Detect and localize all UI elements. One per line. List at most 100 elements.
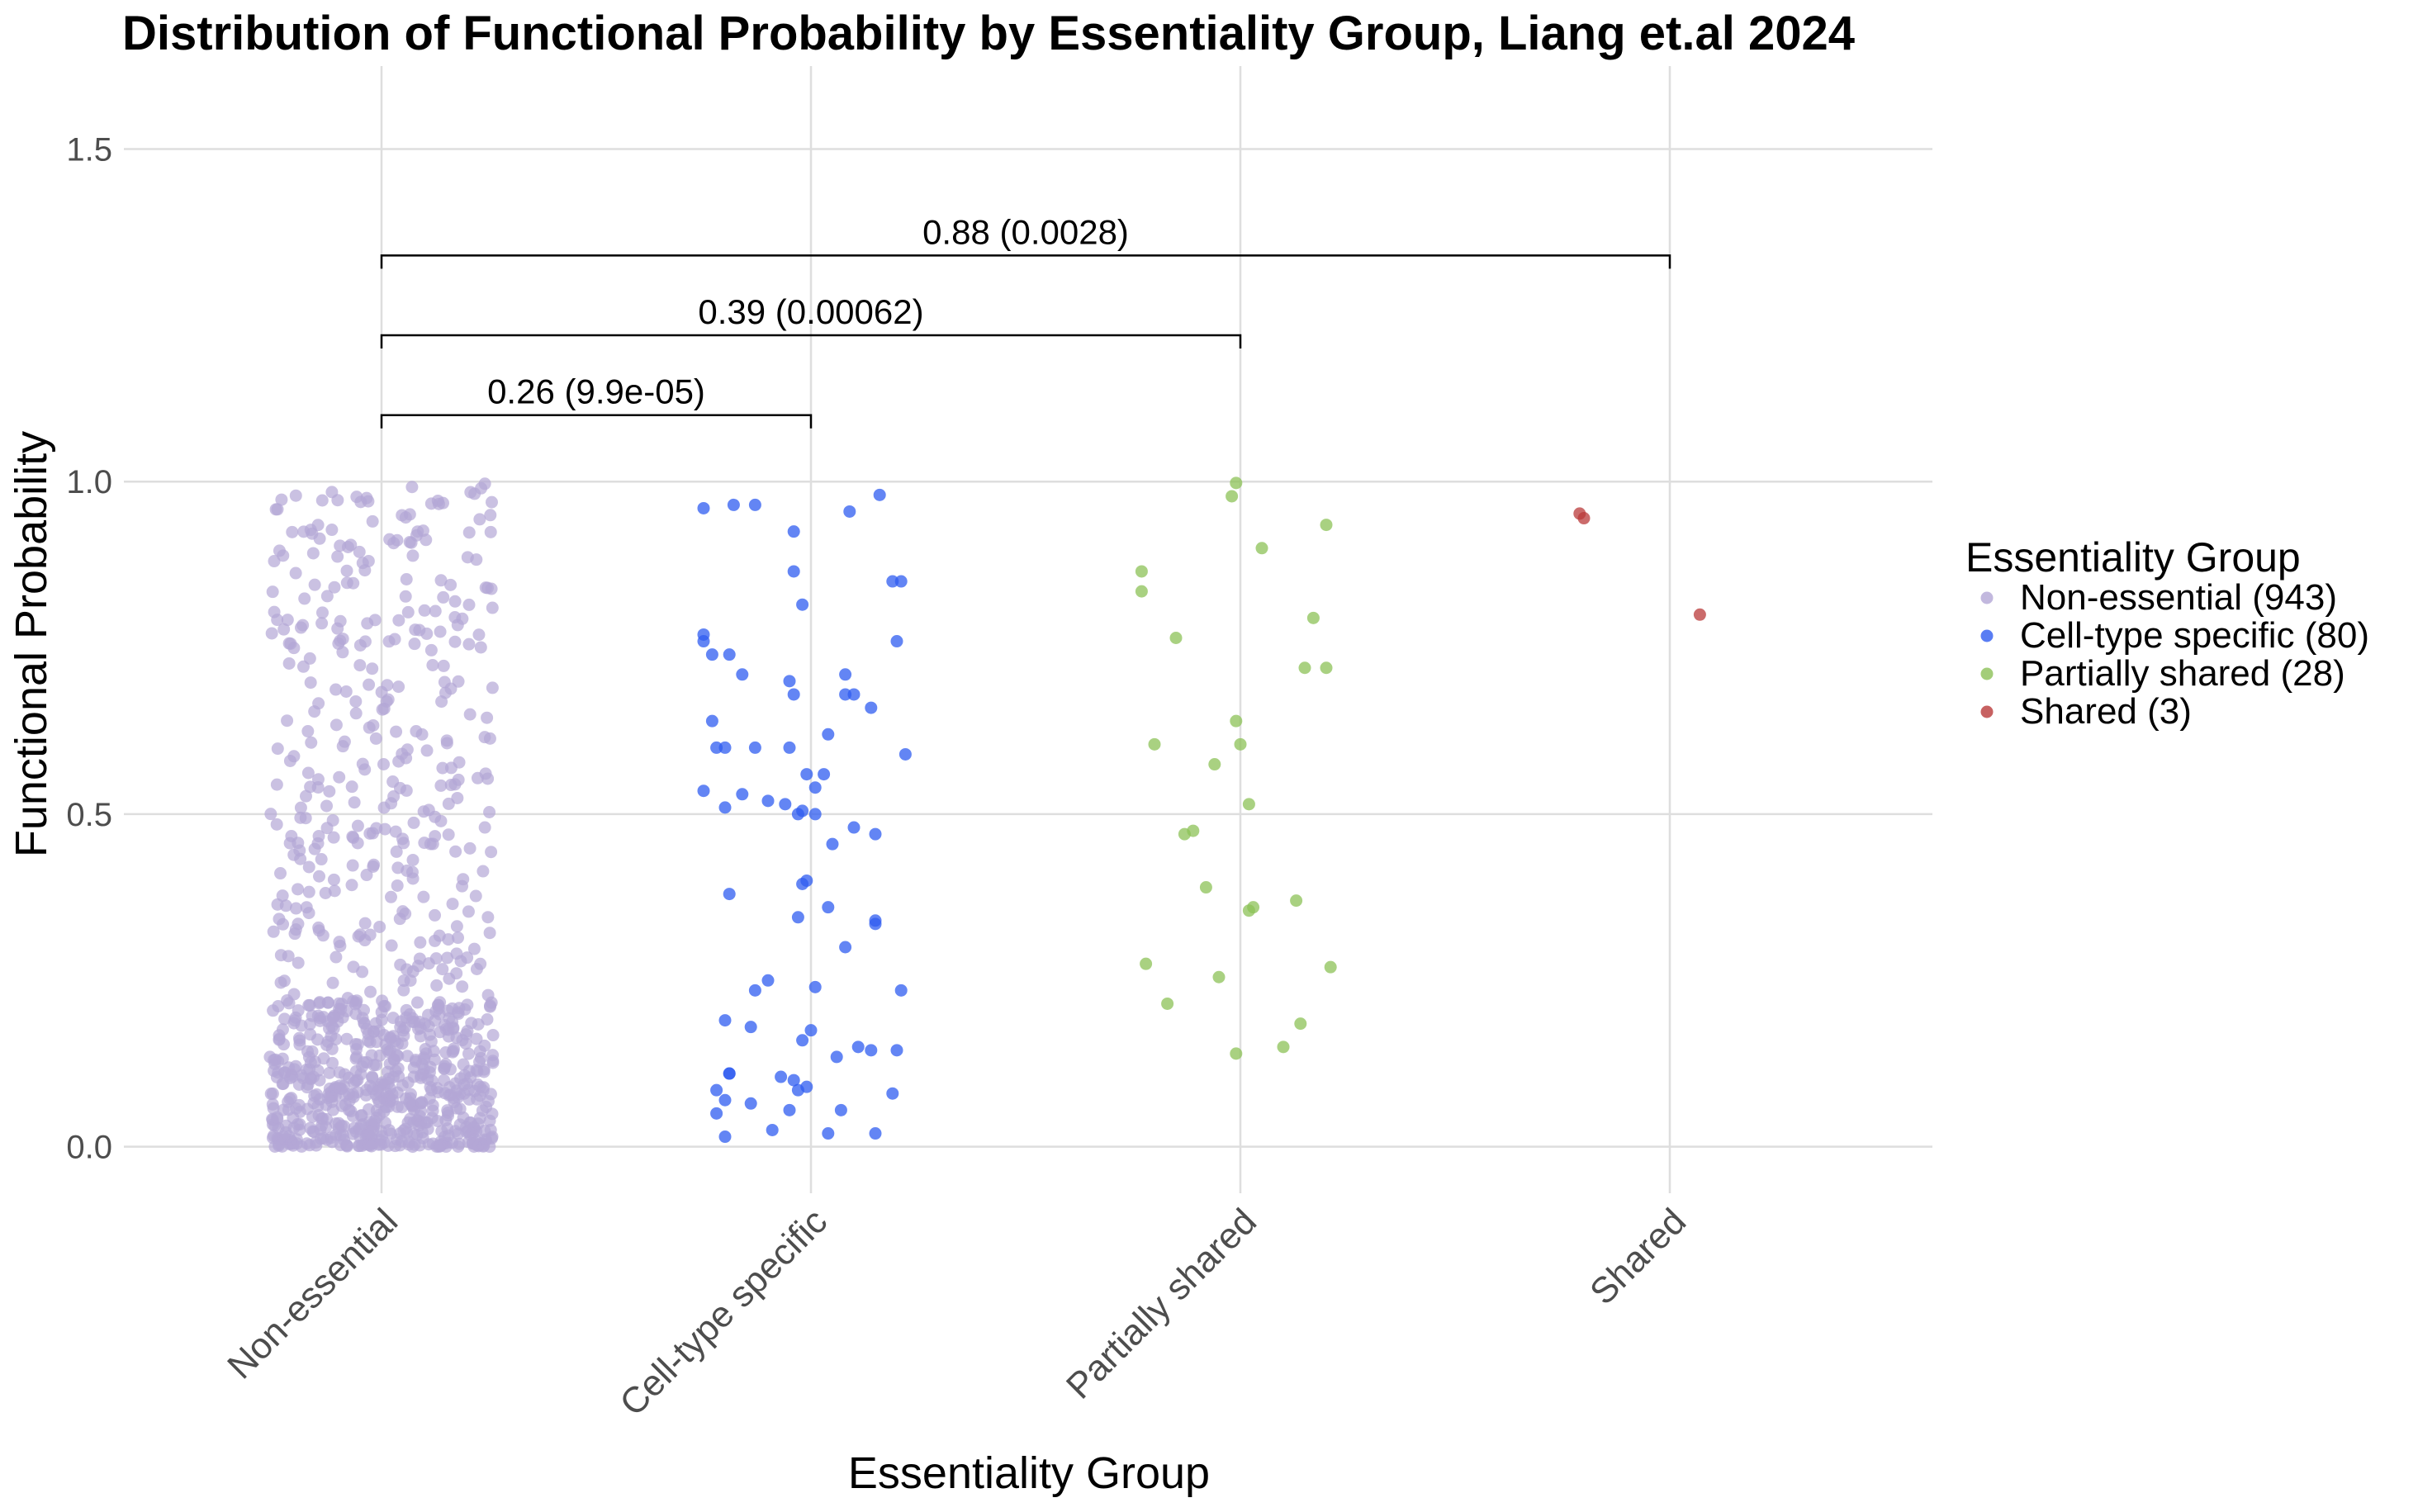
data-point (450, 1031, 463, 1045)
data-point (483, 927, 496, 940)
data-point (326, 976, 339, 989)
data-point (363, 928, 377, 941)
data-point (266, 585, 279, 599)
data-point (270, 818, 283, 831)
data-point (787, 688, 800, 701)
data-point (1298, 661, 1311, 675)
data-point (415, 1096, 429, 1109)
data-point (1320, 519, 1333, 532)
data-point (402, 1135, 415, 1149)
data-point (429, 908, 442, 922)
data-point (869, 914, 882, 927)
data-point (298, 592, 311, 605)
bracket-label: 0.39 (0.00062) (698, 292, 923, 331)
data-point (839, 688, 852, 701)
legend-marker (1980, 629, 1994, 642)
data-point (301, 766, 315, 780)
data-point (403, 1096, 416, 1109)
data-point (1230, 1047, 1243, 1060)
data-point (379, 1116, 392, 1130)
data-point (697, 784, 710, 798)
data-point (822, 728, 835, 741)
data-point (310, 1135, 323, 1149)
data-point (361, 617, 374, 630)
data-point (463, 841, 476, 855)
data-point (382, 1045, 396, 1059)
data-point (390, 845, 403, 858)
data-point (289, 902, 302, 915)
data-point (353, 545, 366, 558)
data-point (385, 797, 398, 810)
data-point (397, 984, 410, 997)
data-point (444, 578, 458, 591)
data-point (287, 642, 301, 655)
data-point (462, 598, 476, 611)
data-point (894, 984, 908, 997)
data-point (477, 1081, 491, 1094)
data-point (271, 503, 284, 516)
data-point (890, 1044, 903, 1057)
data-point (1242, 904, 1255, 917)
data-point (710, 741, 723, 754)
data-point (289, 566, 302, 580)
data-point (348, 796, 361, 809)
data-point (422, 1008, 435, 1021)
data-point (285, 1092, 298, 1105)
data-point (406, 872, 420, 885)
data-point (300, 901, 313, 914)
data-point (462, 526, 476, 539)
data-point (270, 778, 283, 791)
data-point (323, 784, 336, 798)
data-point (266, 1097, 279, 1111)
data-point (287, 988, 301, 1001)
data-point (479, 767, 492, 780)
bracket-line (380, 414, 813, 429)
y-axis-title: Functional Probability (7, 431, 56, 857)
data-point (315, 617, 329, 630)
data-point (277, 1130, 290, 1143)
data-point (345, 879, 358, 892)
data-point (315, 606, 329, 619)
data-point (869, 1127, 882, 1140)
data-point (476, 865, 490, 878)
data-point (452, 1140, 465, 1154)
data-point (396, 1037, 409, 1050)
data-point (334, 539, 347, 552)
data-point (804, 1024, 818, 1037)
data-point (276, 1078, 289, 1091)
data-point (268, 1064, 281, 1078)
data-point (320, 822, 334, 835)
data-point (302, 860, 315, 874)
data-point (340, 1140, 353, 1153)
data-point (320, 590, 334, 603)
data-point (434, 996, 447, 1009)
data-point (327, 831, 340, 844)
data-point (292, 1098, 306, 1111)
data-point (299, 789, 312, 803)
data-point (293, 1123, 306, 1136)
data-point (278, 1012, 292, 1026)
data-point (783, 675, 796, 688)
data-point (444, 761, 458, 775)
data-point (276, 889, 289, 903)
data-point (334, 939, 347, 952)
data-point (796, 877, 809, 890)
data-point (1178, 827, 1191, 841)
data-point (405, 1012, 419, 1025)
data-point (478, 821, 491, 834)
data-point (890, 635, 903, 648)
data-point (366, 827, 379, 840)
data-point (303, 652, 316, 665)
data-point (481, 711, 494, 724)
data-point (727, 498, 740, 511)
legend-marker (1980, 591, 1994, 604)
data-point (453, 1118, 467, 1131)
data-point (1230, 714, 1243, 728)
data-point (886, 575, 899, 588)
data-point (397, 1124, 410, 1137)
x-tick-label: Shared (1582, 1201, 1694, 1312)
data-point (349, 996, 363, 1009)
data-point (462, 905, 475, 918)
data-point (481, 988, 495, 1002)
data-point (396, 509, 409, 522)
